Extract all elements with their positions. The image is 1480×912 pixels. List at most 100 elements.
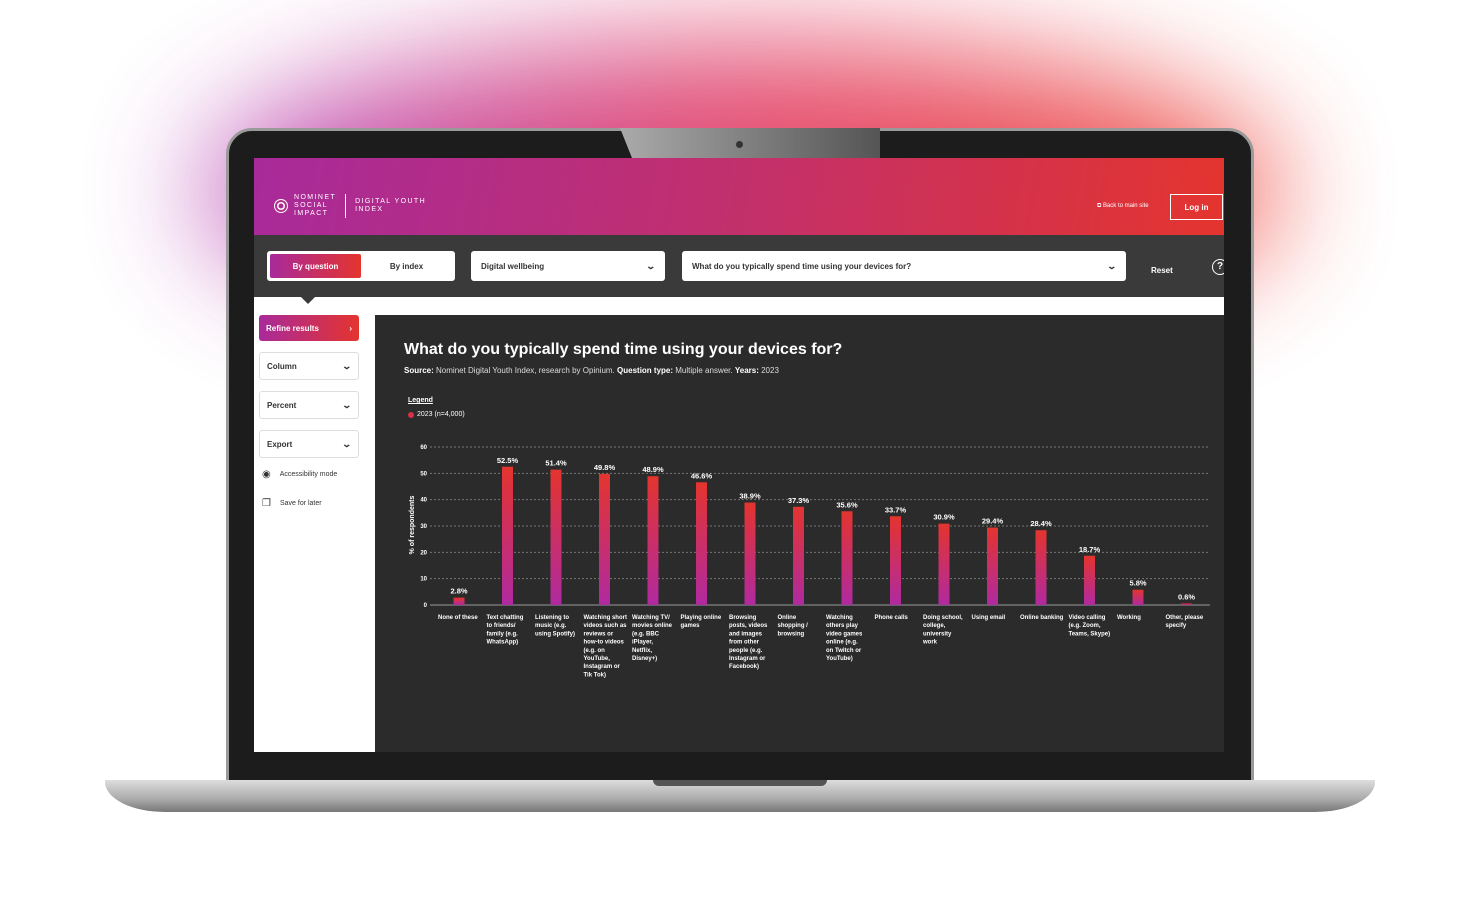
x-tick-label: Online shopping / browsing (778, 615, 809, 637)
source-label: Source: (404, 366, 434, 375)
screen: NOMINET SOCIAL IMPACT DIGITAL YOUTH INDEX ⧉… (254, 158, 1224, 752)
data-label: 35.6% (836, 500, 858, 509)
logo-text: IMPACT (294, 210, 329, 217)
bar[interactable] (1084, 555, 1095, 605)
bar[interactable] (890, 516, 901, 605)
bar[interactable] (1132, 589, 1144, 605)
chart-panel: What do you typically spend time using y… (375, 315, 1224, 752)
data-label: 37.3% (788, 496, 810, 505)
question-select[interactable]: What do you typically spend time using y… (682, 251, 1126, 281)
source-text: Nominet Digital Youth Index, research by… (433, 366, 618, 375)
y-tick-label: 60 (420, 445, 427, 451)
reset-button[interactable]: Reset (1151, 266, 1173, 275)
years-label: Years: (734, 366, 759, 375)
data-label: 30.9% (933, 513, 955, 522)
logo-divider (345, 194, 347, 218)
bar[interactable] (696, 482, 707, 605)
active-tab-pointer (301, 297, 315, 311)
data-label: 0.6% (1178, 592, 1195, 601)
back-to-main-site-link[interactable]: ⧉ Back to main site (1097, 203, 1149, 210)
x-tick-label: Working (1117, 615, 1141, 621)
header: NOMINET SOCIAL IMPACT DIGITAL YOUTH INDEX ⧉… (254, 158, 1224, 235)
save-for-later-link[interactable]: ❐ Save for later (262, 498, 359, 509)
y-tick-label: 20 (420, 550, 427, 556)
bar[interactable] (647, 476, 659, 605)
y-tick-label: 30 (420, 524, 427, 530)
x-tick-label: Other, please specify (1166, 615, 1204, 629)
column-select[interactable]: Column ⌄ (259, 352, 359, 380)
x-tick-label: Browsing posts, videos and images from othe… (729, 615, 768, 670)
export-select[interactable]: Export ⌄ (259, 430, 359, 458)
legend-item[interactable]: 2023 (n=4,000) (408, 411, 465, 418)
data-label: 2.8% (450, 587, 467, 596)
laptop-base (105, 780, 1375, 812)
bar[interactable] (550, 469, 562, 605)
bar[interactable] (453, 597, 465, 605)
accessibility-label: Accessibility mode (279, 471, 338, 478)
bar[interactable] (938, 523, 950, 605)
chevron-down-icon: ⌄ (645, 260, 657, 271)
data-label: 29.4% (982, 517, 1004, 526)
laptop-bezel-reflection (620, 128, 880, 158)
export-label: Export (267, 439, 293, 449)
accessibility-mode-link[interactable]: ◉ Accessibility mode (262, 469, 359, 480)
data-label: 46.6% (691, 471, 713, 480)
x-tick-label: Video calling (e.g. Zoom, Teams, Skype) (1069, 615, 1111, 637)
sidebar: Refine results › Column ⌄ Percent ⌄ Export ⌄… (259, 315, 359, 527)
bar[interactable] (841, 511, 853, 605)
refine-results-button[interactable]: Refine results › (259, 315, 359, 341)
bar[interactable] (1035, 530, 1047, 605)
percent-label: Percent (267, 400, 297, 410)
x-tick-label: Doing school, college, university work (922, 615, 963, 646)
laptop-lip (653, 780, 827, 786)
y-tick-label: 10 (420, 577, 427, 583)
bar[interactable] (502, 466, 513, 605)
chevron-down-icon: ⌄ (341, 399, 353, 410)
legend-label: 2023 (n=4,000) (417, 411, 465, 418)
legend-title[interactable]: Legend (408, 397, 433, 404)
logo-text: SOCIAL (294, 202, 329, 209)
x-tick-label: Online banking (1020, 615, 1064, 621)
help-icon[interactable]: ? (1212, 259, 1224, 275)
chart-source: Source: Nominet Digital Youth Index, res… (404, 366, 779, 375)
filter-bar: By question By index Digital wellbeing ⌄ … (254, 235, 1224, 297)
chevron-right-icon: › (349, 323, 352, 333)
bar[interactable] (599, 473, 610, 605)
y-axis-label: % of respondents (409, 496, 416, 555)
percent-select[interactable]: Percent ⌄ (259, 391, 359, 419)
qtype-text: Multiple answer. (673, 366, 735, 375)
copy-icon: ❐ (262, 498, 271, 509)
data-label: 51.4% (545, 459, 567, 468)
legend-dot (408, 411, 414, 418)
logo-ring-icon (274, 199, 288, 213)
column-label: Column (267, 361, 297, 371)
tab-by-question[interactable]: By question (270, 254, 361, 278)
x-tick-label: None of these (438, 615, 478, 621)
back-link-label: Back to main site (1102, 203, 1149, 209)
bar[interactable] (987, 527, 998, 605)
x-tick-label: Phone calls (875, 615, 909, 621)
bar[interactable] (1181, 603, 1192, 605)
chart-title: What do you typically spend time using y… (404, 341, 843, 358)
data-label: 49.8% (594, 463, 616, 472)
tab-by-index[interactable]: By index (389, 261, 424, 271)
bar[interactable] (744, 502, 756, 605)
x-tick-label: Text chatting to friends/family (e.g. What… (487, 615, 524, 646)
view-toggle: By question By index (267, 251, 455, 281)
x-tick-label: Listening to music (e.g. using Spotify) (535, 615, 575, 637)
x-tick-label: Watching TV/movies online (e.g. BBC iPlaye… (632, 615, 673, 662)
years-text: 2023 (758, 366, 779, 375)
category-select[interactable]: Digital wellbeing ⌄ (471, 251, 665, 281)
chevron-down-icon: ⌄ (341, 438, 353, 449)
bar[interactable] (793, 506, 804, 605)
bar-chart: 0 10 20 30 40 50 60 % of respondents 2.8% None of… (409, 445, 1210, 678)
logo-text: DIGITAL YOUTH (355, 198, 427, 205)
chevron-down-icon: ⌄ (341, 360, 353, 371)
login-button[interactable]: Log in (1170, 194, 1223, 220)
data-label: 52.5% (497, 456, 519, 465)
eye-icon: ◉ (262, 469, 271, 480)
data-label: 28.4% (1030, 519, 1052, 528)
logo[interactable]: NOMINET SOCIAL IMPACT DIGITAL YOUTH INDEX (274, 194, 426, 218)
y-tick-label: 0 (424, 603, 428, 609)
y-tick-label: 50 (420, 471, 427, 477)
